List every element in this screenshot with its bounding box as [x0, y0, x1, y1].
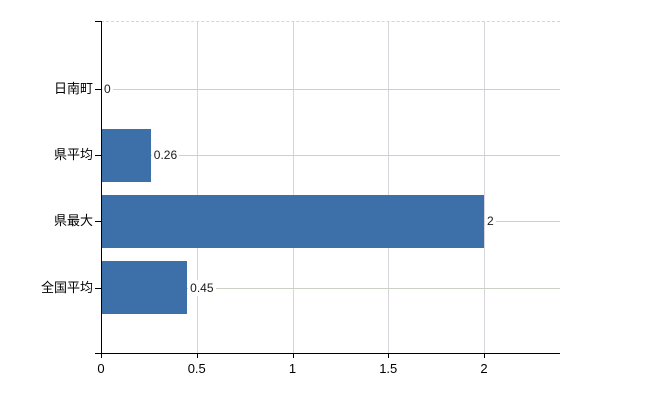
y-axis-tick [95, 155, 101, 157]
y-axis-label: 日南町 [53, 81, 93, 96]
h-gridline [101, 89, 560, 90]
x-axis-tick [101, 353, 102, 358]
bar [101, 194, 484, 248]
y-axis-tick [95, 221, 101, 223]
y-axis-top-end-tick [95, 21, 101, 22]
bar [101, 261, 188, 314]
x-axis-tick [196, 353, 198, 358]
x-axis-tick-label: 0.5 [187, 361, 206, 376]
x-axis-line [95, 353, 560, 354]
x-axis-tick-label: 0 [97, 361, 105, 376]
v-gridline [196, 21, 198, 353]
x-axis-tick-label: 2 [480, 361, 488, 376]
x-axis-tick [388, 353, 390, 358]
v-gridline [484, 21, 485, 353]
y-axis-line [101, 21, 102, 353]
h-gridline [101, 287, 560, 289]
y-axis-label: 県最大 [53, 213, 93, 229]
y-axis-label: 全国平均 [40, 279, 93, 295]
h-gridline [101, 155, 560, 157]
bar-value-label: 0.26 [151, 147, 180, 164]
x-axis-tick [484, 353, 485, 358]
bar-value-label: 0 [102, 81, 113, 97]
y-axis-tick [95, 89, 101, 90]
bar-value-label: 0.45 [188, 279, 216, 296]
v-gridline [292, 21, 294, 353]
x-axis-tick [292, 353, 294, 358]
x-axis-tick-label: 1 [288, 361, 297, 376]
bar-value-label: 2 [485, 213, 496, 230]
bar [101, 128, 151, 182]
v-gridline [388, 21, 390, 353]
plot-top-border [101, 21, 560, 22]
y-axis-label: 県平均 [53, 147, 93, 163]
x-axis-tick-label: 1.5 [379, 361, 398, 376]
y-axis-tick [95, 287, 101, 289]
